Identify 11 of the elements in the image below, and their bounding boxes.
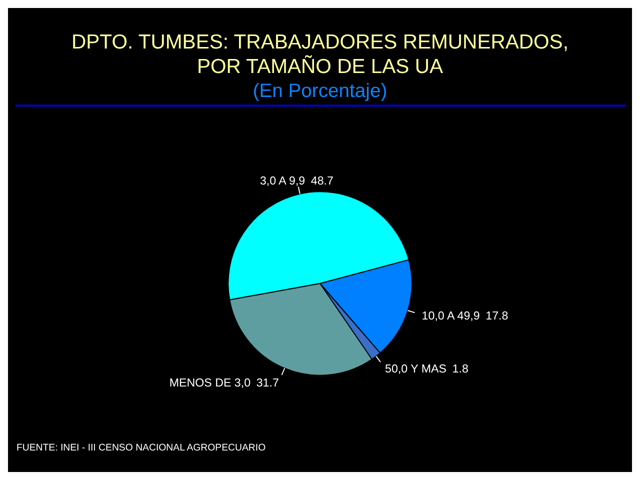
slice-label: MENOS DE 3,0: [169, 376, 251, 390]
slice-label: 3,0 A 9,9: [260, 174, 306, 188]
source-note: FUENTE: INEI - III CENSO NACIONAL AGROPECUARIO: [16, 442, 266, 454]
slice-label: 10,0 A 49,9: [422, 310, 480, 323]
data-label: 31.7: [256, 376, 279, 390]
data-label: 48.7: [310, 174, 334, 188]
data-label: 17.8: [486, 310, 508, 323]
chart-title: DPTO. TUMBES: TRABAJADORES REMUNERADOS, POR TAMAÑO DE LAS UA: [72, 32, 568, 78]
chart-subtitle: (En Porcentaje): [252, 80, 388, 102]
data-label: 1.8: [452, 362, 468, 376]
slice-label: 50,0 Y MAS: [385, 362, 447, 376]
